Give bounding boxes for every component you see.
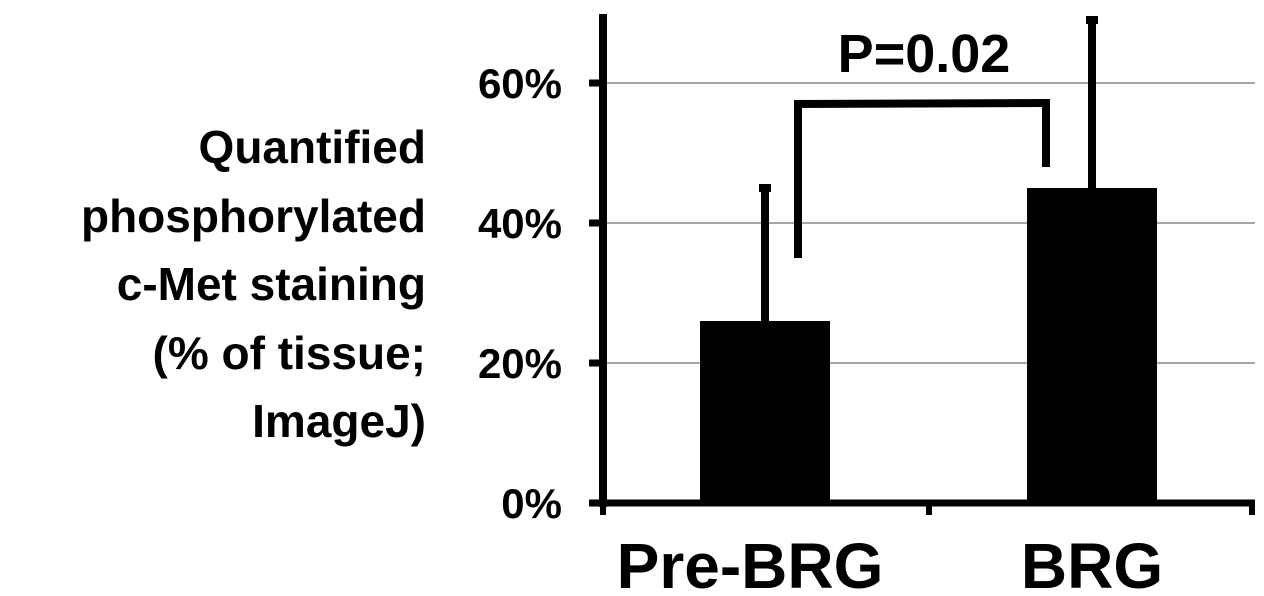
y-tick-label: 20% — [478, 340, 562, 387]
x-category-label: BRG — [1021, 530, 1163, 596]
y-tick-label: 60% — [478, 60, 562, 107]
y-axis-label-line: c-Met staining — [117, 258, 426, 310]
bars — [700, 188, 1157, 503]
y-tick-label: 40% — [478, 200, 562, 247]
bar-brg — [1027, 188, 1157, 503]
bar-pre-brg — [700, 321, 830, 503]
y-axis-label-line: (% of tissue; — [153, 327, 426, 379]
y-axis-label-line: phosphorylated — [81, 190, 426, 242]
y-axis-label: Quantified phosphorylated c-Met staining (%… — [81, 121, 426, 447]
bracket-top — [793, 99, 1051, 108]
x-category-labels: Pre-BRG BRG — [617, 530, 1163, 596]
error-bars — [759, 16, 1098, 321]
y-axis-label-line: ImageJ) — [252, 395, 426, 447]
significance-annotation: P=0.02 — [793, 24, 1051, 258]
p-value-label: P=0.02 — [838, 24, 1011, 84]
axes — [589, 14, 1255, 515]
y-tick-labels: 0% 20% 40% 60% — [478, 60, 562, 527]
x-category-label: Pre-BRG — [617, 530, 884, 596]
y-axis-label-line: Quantified — [199, 121, 426, 173]
y-tick-label: 0% — [501, 480, 562, 527]
